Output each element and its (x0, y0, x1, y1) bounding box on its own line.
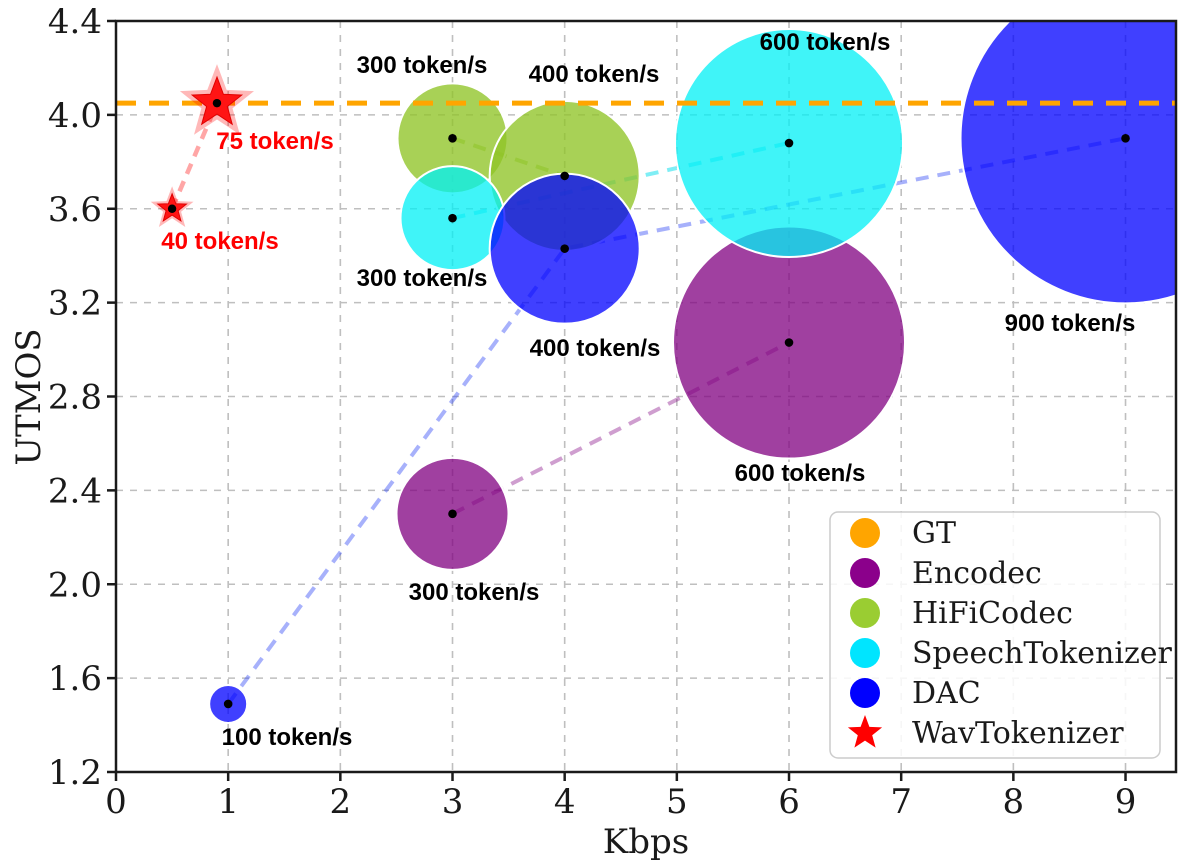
bubble-center-dot (448, 509, 457, 519)
connector-dac (226, 136, 1126, 706)
legend-marker-encodec (850, 558, 880, 588)
x-tick-label: 2 (330, 782, 352, 822)
legend-marker-dac (850, 678, 880, 708)
point-label-speechtokenizer-300: 300 token/s (357, 265, 488, 292)
y-tick-label: 4.0 (48, 96, 102, 136)
point-label-speechtokenizer-600: 600 token/s (760, 29, 891, 56)
bubble-center-dot (1121, 134, 1130, 143)
axes-layer: 0 1 2 3 4 5 6 7 8 9 1.2 1.6 2.0 2.4 2.8 3.2 3.6 4.0 4.4 (48, 2, 1178, 822)
point-label-wavtokenizer-40: 40 token/s (161, 228, 278, 255)
bubble-center-dot (560, 244, 569, 253)
legend-marker-hificodec (850, 598, 880, 628)
y-tick-label: 4.4 (48, 2, 102, 42)
point-label-dac-900: 900 token/s (1005, 310, 1136, 337)
legend-label-wavtokenizer: WavTokenizer (912, 716, 1124, 751)
legend-marker-gt (850, 518, 880, 548)
bubble-center-dot (448, 134, 457, 143)
y-tick-label: 3.2 (48, 284, 102, 324)
legend-label-gt: GT (912, 516, 956, 551)
bubble-center-dot (784, 338, 794, 347)
bubble-center-dot (784, 138, 794, 148)
legend-label-speechtokenizer: SpeechTokenizer (912, 636, 1173, 671)
legend: GT Encodec HiFiCodec SpeechTokenizer DAC WavT… (829, 511, 1173, 759)
y-axis-label: UTMOS (9, 328, 49, 465)
y-tick-label: 2.4 (48, 471, 102, 511)
star-center-dot (167, 204, 177, 213)
legend-label-encodec: Encodec (912, 556, 1042, 591)
x-tick-label: 5 (666, 782, 688, 822)
y-tick-label: 2.8 (48, 378, 102, 418)
star-center-dot (212, 98, 222, 108)
point-label-encodec-600: 600 token/s (735, 460, 866, 487)
x-tick-label: 1 (217, 782, 239, 822)
legend-label-dac: DAC (912, 676, 981, 711)
y-tick-label: 2.0 (48, 565, 102, 605)
point-label-dac-400: 400 token/s (530, 335, 661, 362)
annotations-layer: 300 token/s 600 token/s 300 token/s 400 tok… (161, 29, 1135, 751)
bubble-center-dot (223, 699, 233, 709)
point-label-hificodec-300: 300 token/s (357, 52, 488, 79)
point-label-wavtokenizer-75: 75 token/s (216, 128, 333, 155)
y-tick-label: 3.6 (48, 190, 102, 230)
x-tick-label: 9 (1115, 782, 1137, 822)
star-markers-layer (150, 64, 254, 227)
bubble-center-dot (560, 171, 569, 181)
bubble-dac-900 (959, 21, 1176, 305)
x-tick-label: 7 (890, 782, 912, 822)
y-tick-label: 1.2 (48, 753, 102, 793)
center-dots-layer (223, 134, 1130, 709)
point-label-dac-100: 100 token/s (222, 724, 353, 751)
legend-marker-wavtokenizer (847, 715, 883, 748)
x-tick-label: 3 (442, 782, 464, 822)
point-label-hificodec-400: 400 token/s (529, 61, 660, 88)
x-tick-label: 8 (1003, 782, 1025, 822)
connector-wavtokenizer (170, 102, 220, 210)
x-tick-label: 4 (554, 782, 576, 822)
bubble-center-dot (448, 213, 457, 223)
x-tick-label: 6 (778, 782, 800, 822)
x-tick-label: 0 (105, 782, 127, 822)
x-axis-label: Kbps (603, 822, 689, 862)
legend-box (829, 511, 1161, 759)
y-tick-label: 1.6 (48, 659, 102, 699)
legend-marker-speechtokenizer (850, 638, 880, 668)
point-label-encodec-300: 300 token/s (409, 579, 540, 606)
legend-label-hificodec: HiFiCodec (912, 596, 1073, 631)
